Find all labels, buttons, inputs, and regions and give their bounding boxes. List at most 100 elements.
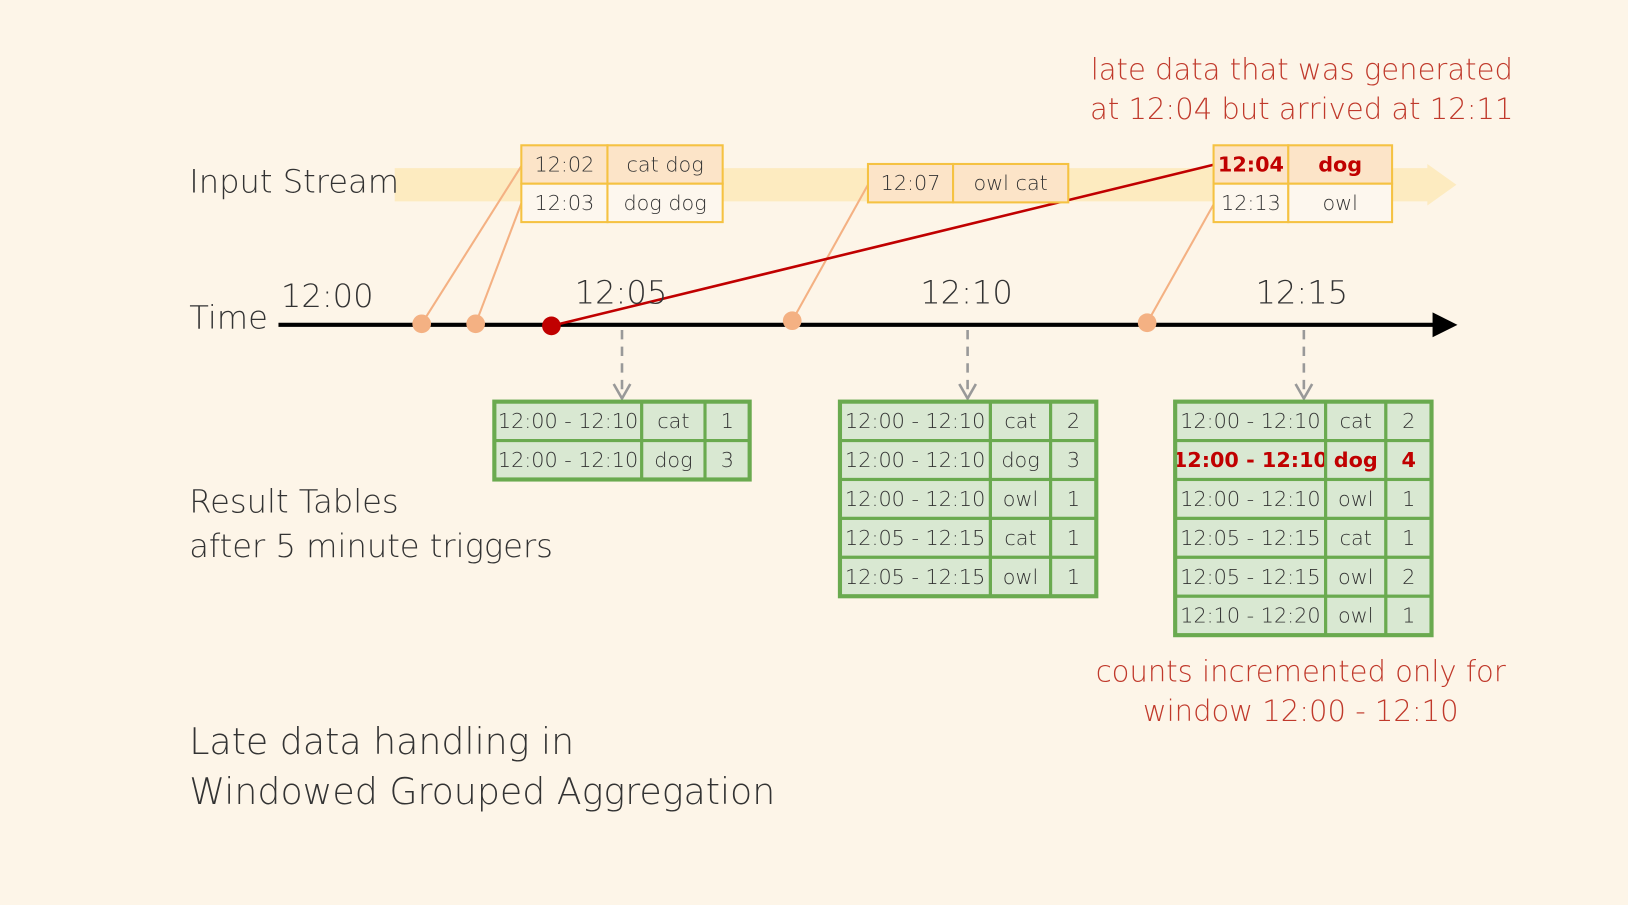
batch-cell (520, 182, 609, 224)
result-cell (703, 400, 752, 443)
result-cell-text: owl (1338, 565, 1373, 589)
connector (474, 203, 523, 325)
batch-cell (952, 162, 1070, 204)
result-cell-text: 1 (1402, 604, 1415, 628)
batch-cell-text: 12:07 (881, 171, 941, 195)
result-cell-text: 12:10 - 12:20 (1180, 604, 1320, 628)
time-tick-label: 12:10 (920, 274, 1013, 312)
trigger-arrowhead (612, 383, 632, 402)
result-cell-text: 12:00 - 12:10 (1173, 448, 1328, 472)
connector (420, 165, 523, 325)
batch-cell-text: 12:03 (534, 191, 594, 215)
batch-cell-text: 12:13 (1221, 191, 1281, 215)
title: Windowed Grouped Aggregation (189, 770, 775, 813)
batch-cell-text: dog (1318, 153, 1362, 177)
result-cell (988, 439, 1053, 482)
result-table-border (1173, 399, 1434, 638)
time-arrowhead (1432, 312, 1458, 338)
result-cell-text: 12:00 - 12:10 (498, 409, 638, 433)
result-cell-text: 1 (1067, 487, 1080, 511)
result-cell-text: 4 (1401, 448, 1415, 472)
result-cell (838, 555, 992, 598)
result-cell-text: 1 (1067, 565, 1080, 589)
result-cell-text: 12:05 - 12:15 (845, 526, 985, 550)
result-cell-text: dog (1334, 448, 1378, 472)
batch-cell (1212, 182, 1290, 224)
batch-cell-text: cat dog (626, 153, 703, 177)
result-cell-text: 3 (1067, 448, 1080, 472)
time-label: Time (189, 299, 268, 337)
result-cell-text: dog (1001, 448, 1039, 472)
result-cell-text: cat (1340, 409, 1372, 433)
trigger-arrowhead (958, 383, 978, 402)
batch-cell (1287, 182, 1394, 224)
batch-cell-text: owl (1322, 191, 1357, 215)
result-cell-text: cat (657, 409, 689, 433)
result-table-border (837, 399, 1099, 599)
result-cell-text: 12:00 - 12:10 (1180, 487, 1320, 511)
result-cell-text: owl (1003, 487, 1038, 511)
result-cell-text: 12:00 - 12:10 (845, 409, 985, 433)
result-label: Result Tables (189, 482, 398, 520)
event-dot (1137, 313, 1157, 333)
time-tick-label: 12:00 (281, 277, 374, 315)
batch-cell (1287, 144, 1394, 185)
result-cell-text: 1 (1402, 526, 1415, 550)
result-cell-text: 2 (1402, 409, 1415, 433)
result-label: after 5 minute triggers (189, 527, 553, 565)
result-cell (640, 400, 707, 443)
result-cell-text: 1 (721, 409, 734, 433)
late-connector (551, 162, 1217, 328)
late-event-dot (542, 316, 561, 336)
annotation: late data that was generated (1091, 53, 1513, 87)
result-cell-text: cat (1340, 526, 1372, 550)
result-cell-text: 12:05 - 12:15 (1180, 565, 1320, 589)
result-cell-text: owl (1338, 604, 1373, 628)
event-dot (412, 314, 432, 334)
result-cell-text: 1 (1402, 487, 1415, 511)
event-dot (466, 314, 486, 334)
connector (1146, 203, 1215, 324)
batch-cell-text: 12:02 (534, 153, 594, 177)
time-tick-label: 12:05 (575, 274, 668, 312)
batch-cell-text: owl cat (974, 171, 1048, 195)
title: Late data handling in (189, 720, 574, 763)
result-cell-text: 12:00 - 12:10 (498, 448, 638, 472)
connector (791, 184, 869, 322)
result-cell-text: owl (1338, 487, 1373, 511)
result-cell-text: 12:05 - 12:15 (1180, 526, 1320, 550)
batch-cell-text: 12:04 (1218, 153, 1284, 177)
connectors (412, 162, 1217, 336)
batch-cell (606, 144, 724, 185)
result-cell (1173, 555, 1328, 598)
result-cell (838, 477, 992, 520)
batch-cell (606, 182, 724, 224)
result-cell (1324, 516, 1388, 559)
batch-cell (520, 144, 609, 185)
result-cell-text: 2 (1402, 565, 1415, 589)
result-cell-text: 3 (721, 448, 734, 472)
annotation: window 12:00 - 12:10 (1143, 694, 1459, 728)
event-dot (782, 311, 802, 331)
result-cell-text: dog (654, 448, 692, 472)
annotation: counts incremented only for (1096, 655, 1506, 689)
time-tick-label: 12:15 (1255, 274, 1348, 312)
result-cell-text: 12:00 - 12:10 (1180, 409, 1320, 433)
batch-cell-text: dog dog (623, 191, 706, 215)
result-cell (1384, 594, 1434, 637)
result-cell (703, 439, 752, 482)
result-cell-text: cat (1004, 526, 1036, 550)
result-cell (1384, 477, 1434, 520)
annotation: at 12:04 but arrived at 12:11 (1090, 92, 1513, 126)
result-cell-text: 12:00 - 12:10 (845, 448, 985, 472)
result-table-border (492, 399, 752, 482)
input-stream-label: Input Stream (189, 163, 399, 201)
result-cell-text: cat (1004, 409, 1036, 433)
result-cell-text: 12:05 - 12:15 (845, 565, 985, 589)
result-cell-text: 12:00 - 12:10 (845, 487, 985, 511)
result-cell-text: 1 (1067, 526, 1080, 550)
result-cell-text: 2 (1067, 409, 1080, 433)
trigger-arrowhead (1294, 383, 1314, 402)
